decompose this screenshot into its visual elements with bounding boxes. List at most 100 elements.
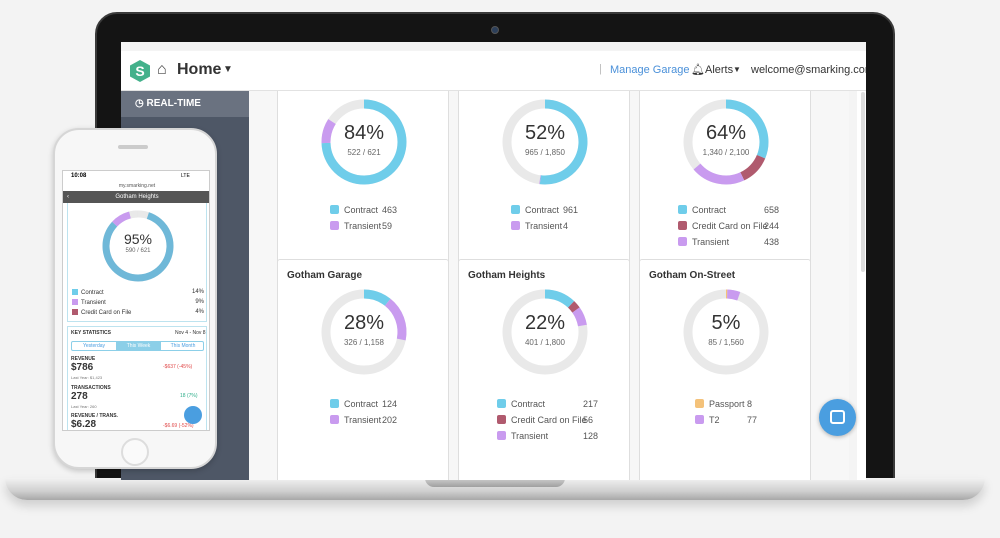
- phone-occupancy-pct: 95%: [123, 231, 153, 247]
- page-title[interactable]: Home: [177, 61, 222, 78]
- laptop-notch: [425, 478, 565, 487]
- legend-label: Contract: [81, 290, 104, 296]
- phone-occupancy-count: 590 / 621: [125, 248, 151, 254]
- chat-button[interactable]: [819, 399, 856, 436]
- phone-legend-item: Credit Card on File 4%: [72, 309, 204, 316]
- key-statistics-title: KEY STATISTICS: [71, 330, 112, 336]
- legend-value: 128: [583, 431, 599, 441]
- legend-swatch: [511, 205, 520, 214]
- donut-segment-contract: [363, 289, 391, 306]
- garage-name: Gotham Garage: [287, 270, 363, 281]
- occupancy-count: 965 / 1,850: [524, 148, 566, 157]
- legend-swatch: [695, 399, 704, 408]
- camera-icon: [491, 26, 499, 34]
- legend-label: Transient: [692, 237, 730, 247]
- back-icon[interactable]: ‹: [67, 194, 69, 200]
- phone-title-bar: ‹ Gotham Heights: [63, 191, 209, 203]
- status-bar: 10:08 LTE: [63, 171, 209, 184]
- legend-value: 217: [583, 399, 599, 409]
- donut-segment-credit-card-on-file: [567, 301, 580, 313]
- legend-swatch: [330, 221, 339, 230]
- chat-icon[interactable]: [830, 410, 845, 424]
- user-menu[interactable]: welcome@smarking.com: [751, 64, 866, 76]
- legend-label: Transient: [511, 431, 549, 441]
- legend-label: T2: [709, 415, 720, 425]
- occupancy-donut: 64% 1,340 / 2,100: [680, 96, 772, 188]
- occupancy-pct: 22%: [524, 312, 566, 334]
- phone-home-button[interactable]: [121, 438, 149, 466]
- phone-speaker: [118, 145, 148, 149]
- tab-this-month[interactable]: This Month: [170, 343, 196, 349]
- legend-label: Contract: [692, 205, 727, 215]
- donut-chart: [502, 289, 588, 375]
- clock-icon: ◷: [135, 98, 144, 109]
- legend-label: Transient: [525, 221, 563, 231]
- donut-chart: [502, 99, 588, 185]
- revenue-last-year: Last Year: $1,423: [71, 375, 103, 380]
- phone-chat-button[interactable]: [184, 406, 202, 424]
- tab-this-week[interactable]: This Week: [116, 342, 161, 350]
- legend-value: 202: [382, 415, 398, 425]
- legend-label: Contract: [511, 399, 546, 409]
- tab-yesterday[interactable]: Yesterday: [82, 343, 106, 349]
- legend-swatch: [497, 431, 506, 440]
- legend-value: 961: [563, 205, 579, 215]
- scrollbar[interactable]: [857, 91, 866, 480]
- revenue-label: REVENUE: [71, 356, 96, 362]
- legend-value: 56: [583, 415, 594, 425]
- phone-legend-item: Contract 14%: [72, 289, 204, 296]
- legend-swatch: [678, 237, 687, 246]
- garage-card[interactable]: Gotham On-Street 5% 85 / 1,560 Passport 8…: [639, 259, 811, 480]
- garage-card[interactable]: 64% 1,340 / 2,100 Contract 658 Credit Card…: [639, 91, 811, 291]
- legend-item: Transient 4: [511, 221, 568, 231]
- occupancy-donut: 22% 401 / 1,800: [499, 286, 591, 378]
- period-tabs: Yesterday This Week This Month: [71, 341, 204, 351]
- scrollbar-thumb[interactable]: [861, 92, 865, 272]
- occupancy-pct: 5%: [711, 312, 741, 334]
- legend-value: 59: [382, 221, 393, 231]
- chevron-down-icon[interactable]: ▼: [223, 64, 233, 75]
- legend-value: 244: [764, 221, 780, 231]
- legend-value: 77: [747, 415, 758, 425]
- garage-name: Gotham Heights: [468, 270, 546, 281]
- legend-item: Transient 128: [497, 431, 598, 441]
- manage-garage-link[interactable]: Manage Garage: [610, 64, 690, 76]
- status-network: LTE: [181, 173, 190, 179]
- chevron-down-icon[interactable]: ▼: [733, 65, 741, 74]
- nav-separator: |: [599, 63, 602, 75]
- legend-label: Credit Card on File: [692, 221, 768, 231]
- phone-donut-chart: [102, 210, 174, 282]
- garage-card[interactable]: Gotham Garage 28% 326 / 1,158 Contract 12…: [277, 259, 449, 480]
- donut-segment-transient: [572, 307, 587, 327]
- legend-swatch: [72, 299, 78, 305]
- occupancy-count: 1,340 / 2,100: [702, 148, 750, 157]
- revenue-per-trans-label: REVENUE / TRANS.: [71, 413, 118, 419]
- legend-item: Contract 961: [511, 205, 578, 215]
- bell-icon[interactable]: 🔔︎: [691, 64, 705, 76]
- status-time: 10:08: [71, 173, 87, 179]
- home-icon[interactable]: ⌂: [157, 61, 167, 78]
- donut-chart: [321, 289, 407, 375]
- phone-occupancy-card: 95% 590 / 621 Contract 14% Transient 9% Cred…: [67, 203, 207, 322]
- legend-item: Credit Card on File 244: [678, 221, 779, 231]
- legend-value: 8: [747, 399, 753, 409]
- garage-card[interactable]: 52% 965 / 1,850 Contract 961 Transient 4: [458, 91, 630, 291]
- legend-item: Contract 124: [330, 399, 397, 409]
- donut-segment-contract: [321, 99, 407, 185]
- legend-label: Passport: [709, 399, 745, 409]
- garage-card[interactable]: Gotham Heights 22% 401 / 1,800 Contract 2…: [458, 259, 630, 480]
- legend-item: Transient 438: [678, 237, 779, 247]
- donut-segment-contract: [544, 289, 575, 308]
- donut-chart: [683, 289, 769, 375]
- url-bar[interactable]: my.smarking.net: [118, 183, 156, 189]
- garage-card[interactable]: 84% 522 / 621 Contract 463 Transient 59: [277, 91, 449, 291]
- sidebar-item-real-time[interactable]: ◷ REAL-TIME: [121, 91, 249, 117]
- transactions-value: 278: [71, 391, 88, 402]
- donut-segment: [129, 210, 139, 219]
- occupancy-donut: 52% 965 / 1,850: [499, 96, 591, 188]
- legend-item: Contract 658: [678, 205, 779, 215]
- legend-value: 463: [382, 205, 398, 215]
- smarking-logo[interactable]: S: [130, 60, 150, 82]
- alerts-menu[interactable]: Alerts: [705, 64, 734, 76]
- legend-item: Transient 59: [330, 221, 392, 231]
